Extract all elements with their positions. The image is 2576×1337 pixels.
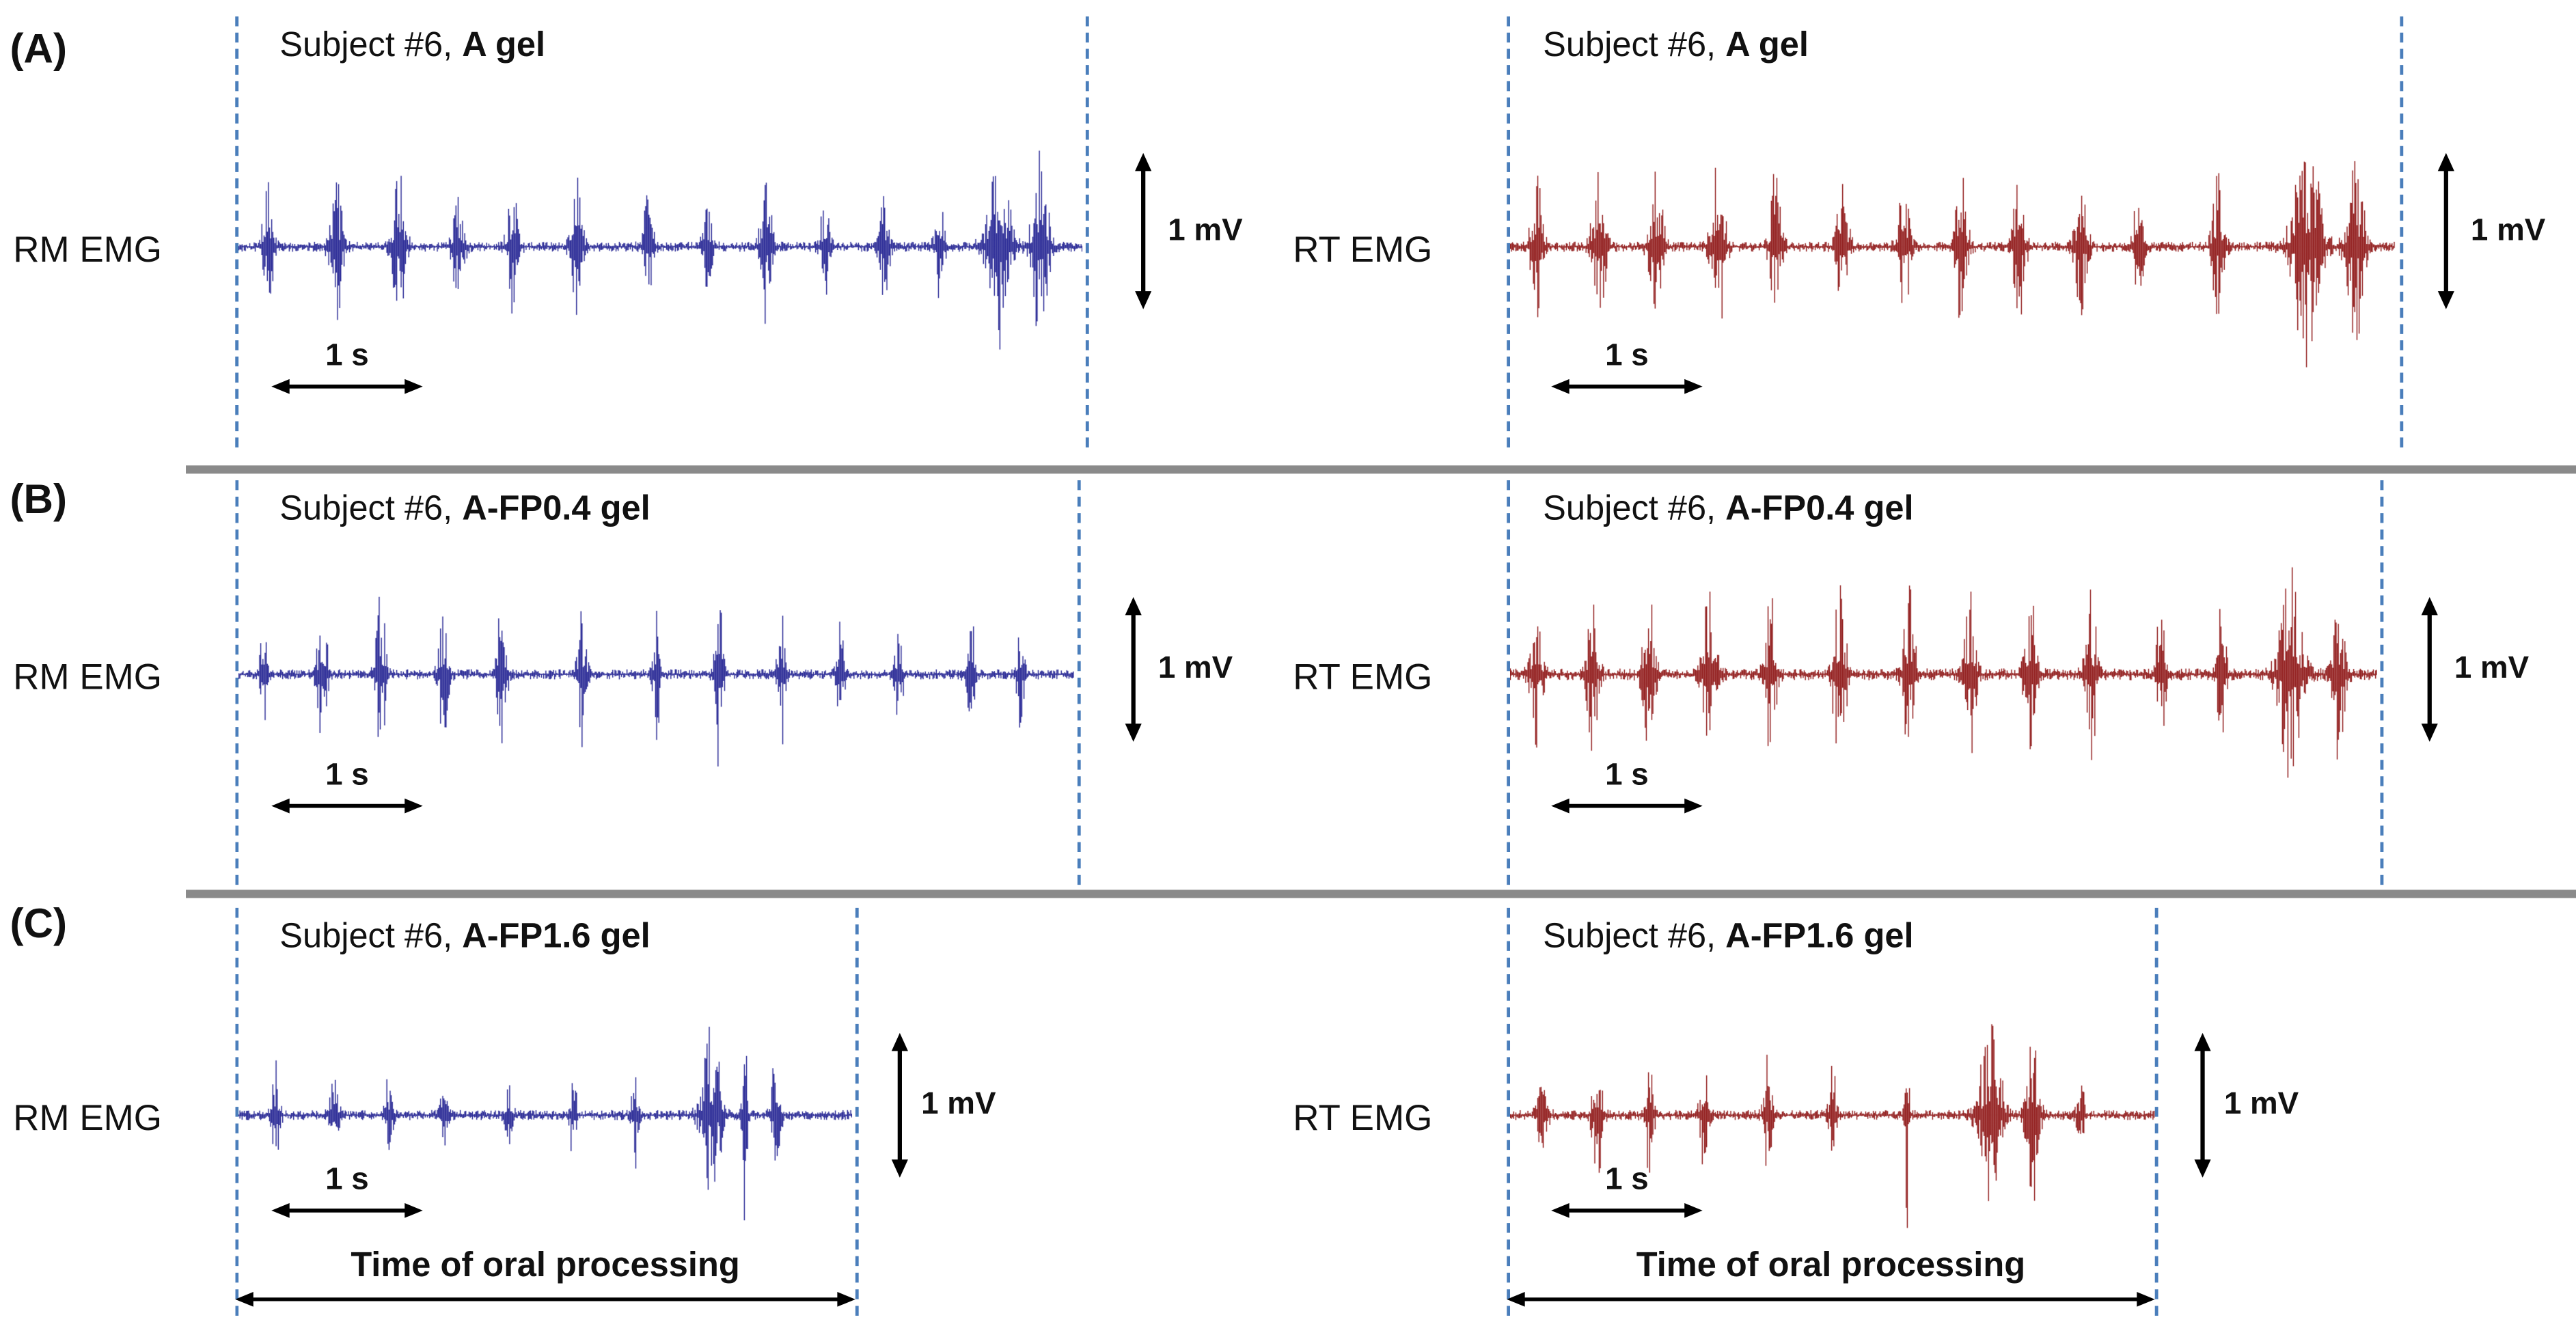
voltage-scalebar-label: 1 mV (2454, 651, 2530, 686)
panel-title: Subject #6, A-FP0.4 gel (279, 490, 650, 529)
voltage-scalebar-arrow (1125, 596, 1142, 742)
panel-title-subject: Subject #6, (1543, 490, 1716, 528)
voltage-scalebar-label: 1 mV (1157, 651, 1233, 686)
emg-trace-canvas (238, 107, 1083, 387)
panel-title: Subject #6, A-FP0.4 gel (1543, 490, 1913, 529)
voltage-scalebar-arrow (1135, 152, 1152, 309)
trace-start-dashed-line (235, 907, 239, 1316)
emg-trace-canvas (238, 534, 1075, 814)
trace-start-dashed-line (235, 16, 239, 447)
muscle-label: RT EMG (1293, 1097, 1433, 1138)
trace-end-dashed-line (855, 907, 859, 1316)
oral-processing-arrow (1507, 1292, 2155, 1307)
row-label-b: (B) (10, 477, 68, 523)
time-scalebar-arrow (271, 798, 423, 814)
row-separator-ab (186, 465, 2576, 474)
panel-title: Subject #6, A gel (279, 27, 545, 66)
muscle-label: RM EMG (13, 1097, 163, 1138)
panel-title-gel: A-FP1.6 gel (1725, 918, 1914, 956)
panel-title-subject: Subject #6, (279, 490, 453, 528)
time-scalebar-arrow (1551, 1203, 1703, 1218)
panel-title-gel: A-FP0.4 gel (1725, 490, 1914, 528)
row-label-a: (A) (10, 26, 68, 72)
panel-title: Subject #6, A-FP1.6 gel (279, 918, 650, 957)
time-scalebar-label: 1 s (1605, 338, 1649, 374)
trace-start-dashed-line (1507, 480, 1511, 885)
voltage-scalebar-arrow (2437, 152, 2454, 309)
trace-start-dashed-line (1507, 16, 1511, 447)
row-label-c: (C) (10, 901, 68, 948)
panel-title-subject: Subject #6, (1543, 918, 1716, 956)
muscle-label: RT EMG (1293, 656, 1433, 698)
muscle-label: RM EMG (13, 656, 163, 698)
time-scalebar-label: 1 s (1605, 1163, 1649, 1198)
voltage-scalebar-label: 1 mV (2470, 213, 2546, 249)
voltage-scalebar-arrow (2421, 596, 2438, 742)
voltage-scalebar-label: 1 mV (921, 1087, 996, 1122)
panel-title-subject: Subject #6, (1543, 26, 1716, 64)
oral-processing-arrow (235, 1292, 855, 1307)
trace-end-dashed-line (2400, 16, 2404, 447)
oral-processing-label: Time of oral processing (351, 1246, 740, 1285)
muscle-label: RM EMG (13, 228, 163, 270)
emg-trace-canvas (1510, 975, 2155, 1255)
trace-end-dashed-line (2154, 907, 2159, 1316)
trace-end-dashed-line (1085, 16, 1089, 447)
time-scalebar-label: 1 s (1605, 758, 1649, 793)
time-scalebar-arrow (1551, 798, 1703, 814)
trace-end-dashed-line (2380, 480, 2384, 885)
voltage-scalebar-label: 1 mV (2223, 1087, 2299, 1122)
panel-title-gel: A-FP0.4 gel (462, 490, 650, 528)
time-scalebar-arrow (271, 378, 423, 394)
voltage-scalebar-arrow (891, 1032, 908, 1178)
trace-end-dashed-line (1077, 480, 1081, 885)
panel-title-gel: A-FP1.6 gel (462, 918, 650, 956)
time-scalebar-arrow (271, 1203, 423, 1218)
emg-trace-canvas (238, 975, 853, 1255)
emg-trace-canvas (1510, 534, 2377, 814)
panel-title: Subject #6, A-FP1.6 gel (1543, 918, 1913, 957)
trace-start-dashed-line (1507, 907, 1511, 1316)
trace-start-dashed-line (235, 480, 239, 885)
panel-title-gel: A gel (462, 26, 546, 64)
muscle-label: RT EMG (1293, 228, 1433, 270)
panel-title-gel: A gel (1725, 26, 1809, 64)
time-scalebar-label: 1 s (325, 1163, 369, 1198)
emg-trace-canvas (1510, 107, 2396, 387)
panel-title-subject: Subject #6, (279, 26, 453, 64)
panel-title-subject: Subject #6, (279, 918, 453, 956)
time-scalebar-arrow (1551, 378, 1703, 394)
time-scalebar-label: 1 s (325, 758, 369, 793)
oral-processing-label: Time of oral processing (1636, 1246, 2026, 1285)
panel-title: Subject #6, A gel (1543, 27, 1809, 66)
voltage-scalebar-arrow (2194, 1032, 2211, 1178)
row-separator-bc (186, 890, 2576, 898)
time-scalebar-label: 1 s (325, 338, 369, 374)
voltage-scalebar-label: 1 mV (1168, 213, 1243, 249)
